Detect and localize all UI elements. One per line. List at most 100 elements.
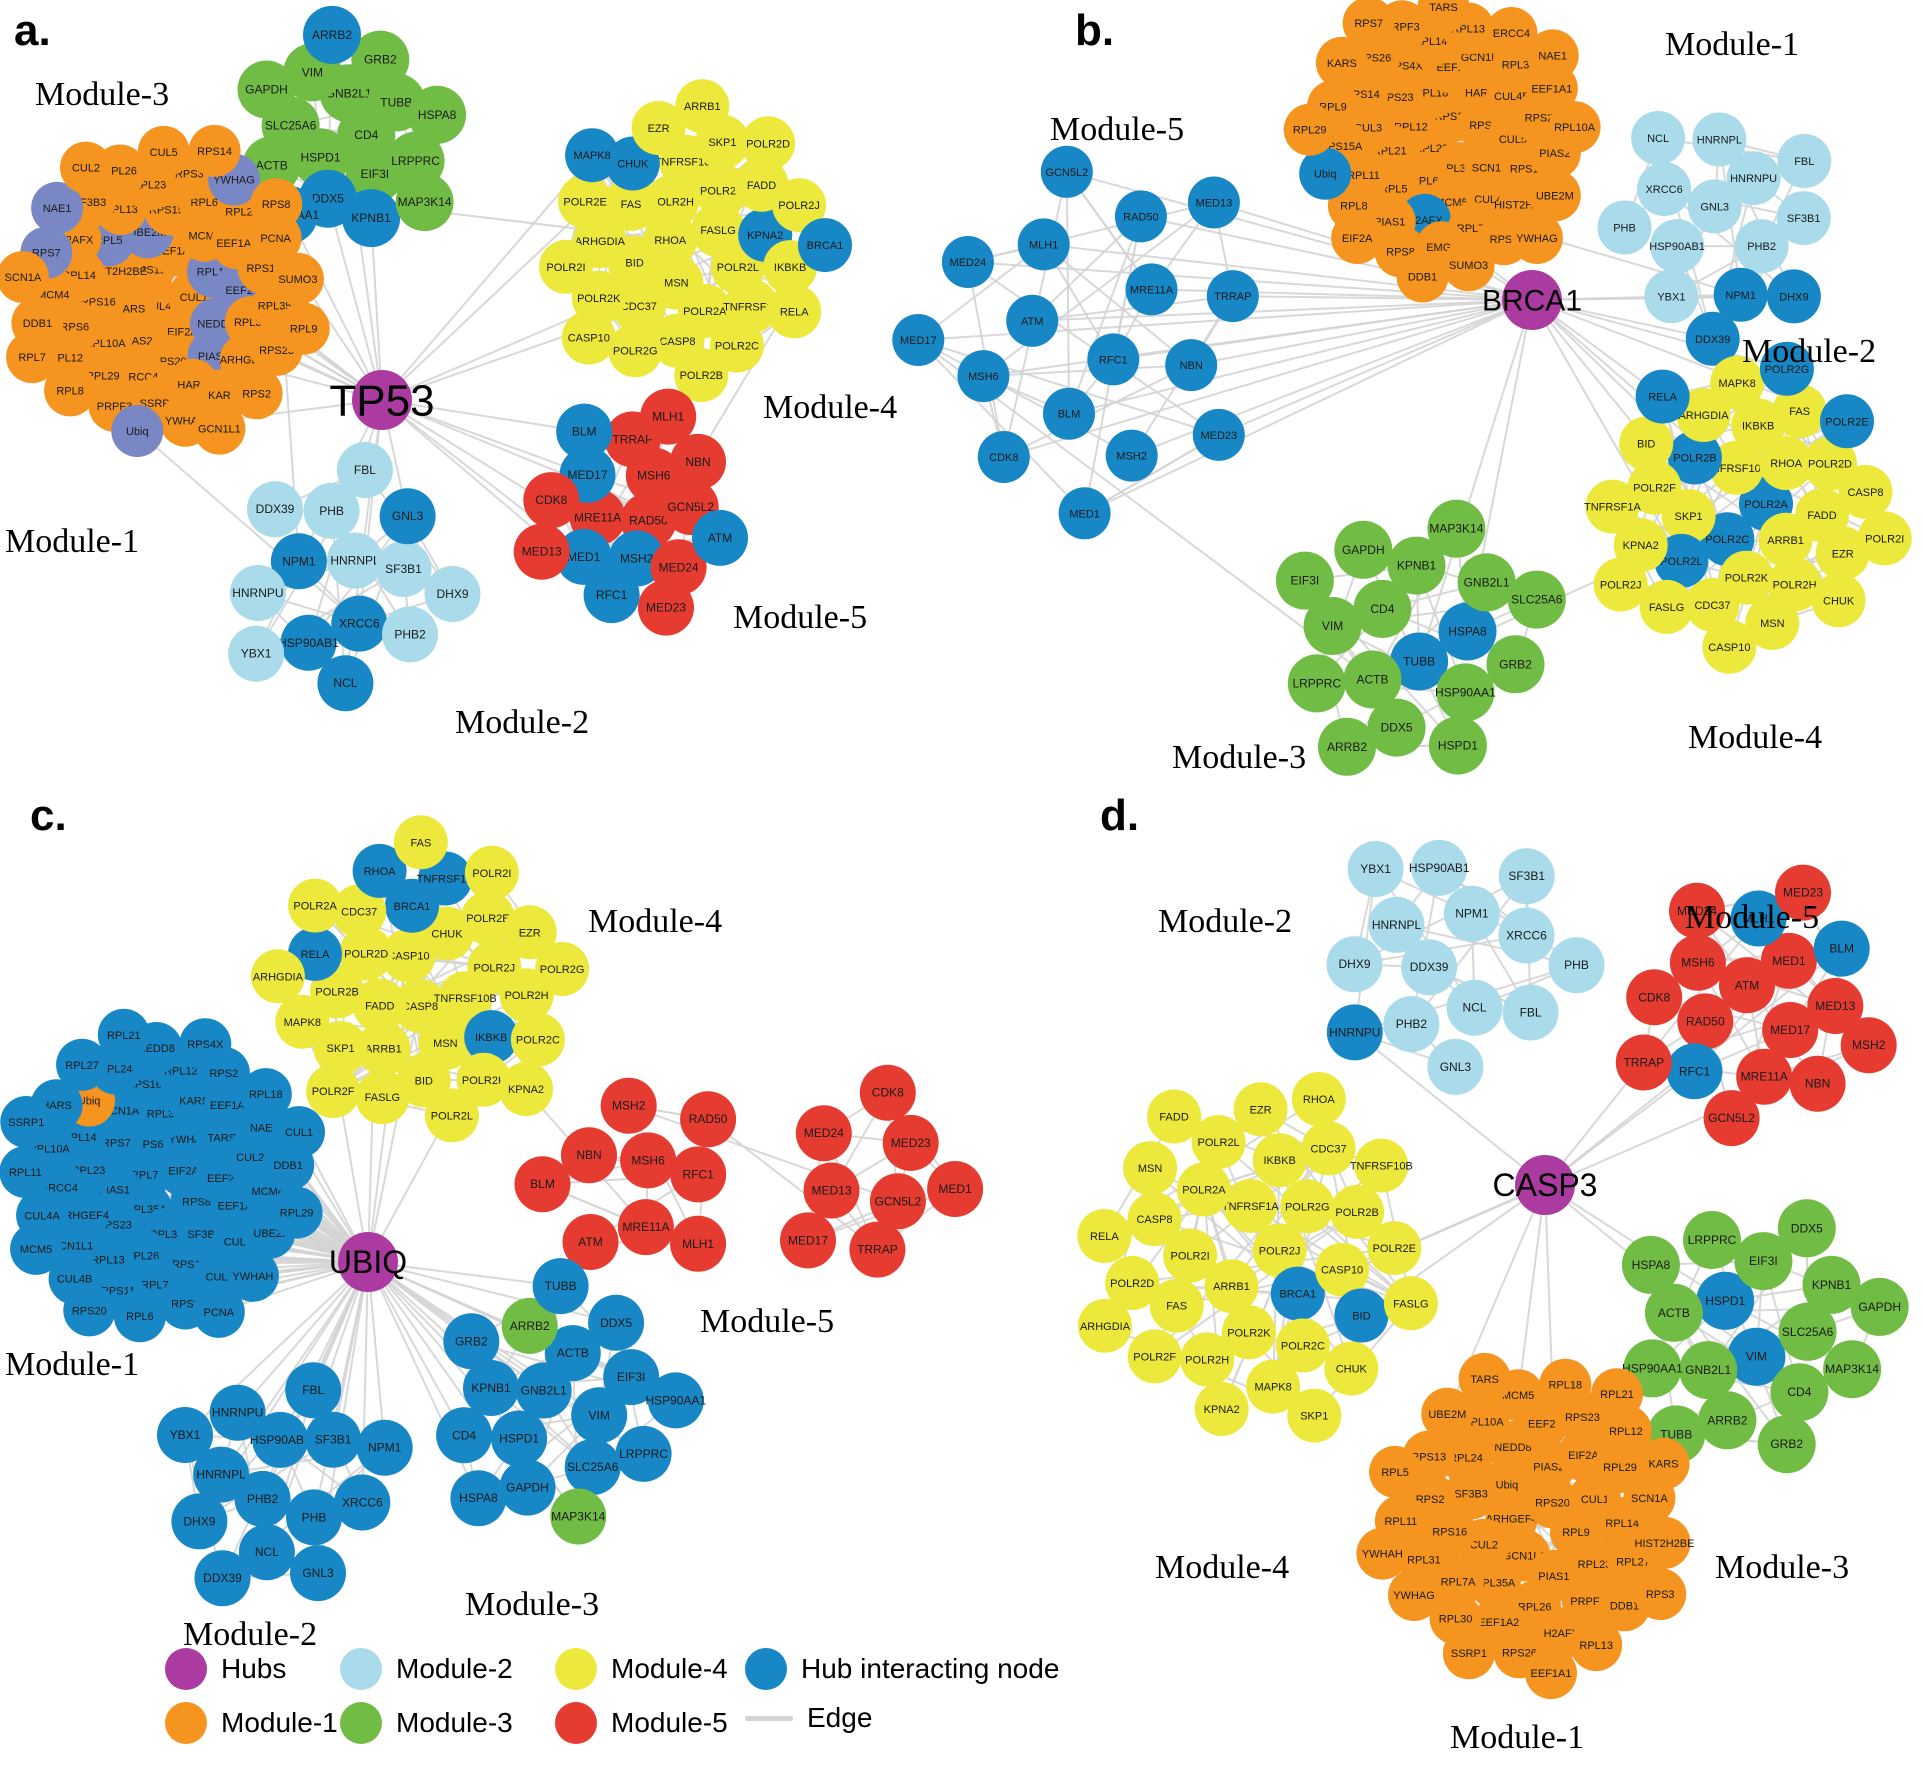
node-MLH1[interactable] [670,1215,727,1272]
node-MED1[interactable] [1058,487,1111,540]
node-PHB2[interactable] [234,1470,291,1527]
node-POLR2L[interactable] [1654,533,1709,588]
node-MED24[interactable] [1669,882,1725,939]
node-MED23[interactable] [1775,864,1831,921]
node-DHX9[interactable] [424,566,481,622]
node-BRCA1[interactable] [1270,1266,1325,1321]
node-POLR2D[interactable] [339,926,394,981]
node-CASP10[interactable] [1702,619,1757,674]
node-POLR2K[interactable] [456,1052,511,1107]
node-RELA[interactable] [767,284,822,339]
node-RPS8[interactable] [250,178,303,231]
node-POLR2F[interactable] [306,1064,361,1119]
node-MSH6[interactable] [957,350,1010,403]
node-FAS[interactable] [604,176,658,231]
node-SF3B1[interactable] [1498,848,1555,905]
node-FADD[interactable] [352,978,407,1033]
node-RPL35A[interactable] [1468,1556,1521,1609]
node-POLR2G[interactable] [1280,1179,1335,1234]
node-MAPK8[interactable] [1710,355,1765,410]
node-HSP90AA1[interactable] [647,1372,704,1429]
node-MAPK8[interactable] [565,128,620,183]
hub-TP53[interactable] [352,370,412,430]
node-SSRP1[interactable] [1442,1627,1495,1680]
node-POLR2G[interactable] [535,942,590,996]
node-HSP90AB1[interactable] [280,614,337,671]
node-CD4[interactable] [1770,1363,1829,1422]
node-MSH2[interactable] [600,1077,657,1134]
node-VIM[interactable] [571,1387,628,1444]
node-POLR2B[interactable] [674,348,729,403]
node-NCL[interactable] [317,655,374,712]
node-MSN[interactable] [1123,1141,1178,1196]
node-POLR2L[interactable] [1191,1115,1246,1170]
node-ERCC4[interactable] [1485,7,1538,59]
node-PHB2[interactable] [1383,996,1440,1053]
node-Ubiq[interactable] [111,405,164,457]
node-POLR2D[interactable] [741,116,796,171]
node-DDX39[interactable] [194,1550,251,1607]
node-KPNB1[interactable] [1387,536,1446,595]
node-IKBKB[interactable] [1252,1133,1307,1188]
node-RAD50[interactable] [1114,190,1167,243]
node-NCL[interactable] [238,1524,295,1581]
node-SF3B1[interactable] [375,541,432,597]
node-GNB2L1[interactable] [1457,553,1516,612]
node-EIF3I[interactable] [603,1349,660,1406]
node-NAE1[interactable] [31,181,84,234]
node-ARRB1[interactable] [1204,1259,1259,1314]
node-ATM[interactable] [1719,957,1775,1014]
node-IKBKB[interactable] [464,1010,519,1065]
node-HIST2H2BE[interactable] [1638,1516,1691,1569]
node-EZR[interactable] [502,905,557,960]
node-VIM[interactable] [1303,597,1362,655]
node-NBN[interactable] [1789,1055,1846,1112]
node-KPNB1[interactable] [342,189,401,248]
node-RPL21[interactable] [1591,1368,1643,1421]
node-FASLG[interactable] [1383,1276,1438,1331]
node-DHX9[interactable] [1326,936,1383,993]
node-SLC25A6[interactable] [564,1439,621,1495]
node-ATM[interactable] [1006,294,1059,347]
node-SKP1[interactable] [1287,1388,1342,1443]
node-CDK8[interactable] [1626,969,1683,1026]
node-EZR[interactable] [1233,1082,1288,1137]
node-POLR2E[interactable] [1820,394,1874,449]
node-CD4[interactable] [1353,579,1412,638]
node-PHB2[interactable] [382,606,438,663]
node-DDX5[interactable] [1367,698,1426,757]
node-YBX1[interactable] [228,625,285,682]
node-LRPPRC[interactable] [615,1425,672,1482]
node-SCN1A[interactable] [0,251,49,303]
node-RHOA[interactable] [352,843,407,898]
node-MSH6[interactable] [620,1132,677,1189]
node-GCN5L2[interactable] [1040,145,1093,198]
node-FBL[interactable] [1777,134,1832,188]
node-ARRB2[interactable] [1698,1391,1757,1450]
node-CDK8[interactable] [523,472,580,529]
node-POLR2L[interactable] [424,1088,479,1143]
node-NPM1[interactable] [1713,267,1768,322]
node-RPL5[interactable] [1369,1445,1422,1498]
node-CHUK[interactable] [1811,573,1866,628]
node-POLR2F[interactable] [1627,460,1682,515]
node-ARHGDIA[interactable] [250,949,305,1004]
node-XRCC6[interactable] [1637,162,1692,217]
node-SLC25A6[interactable] [1778,1302,1837,1361]
node-PHB[interactable] [1597,200,1652,255]
node-NBN[interactable] [670,433,726,490]
hub-BRCA1[interactable] [1502,270,1562,330]
node-GRB2[interactable] [1486,635,1545,694]
node-FASLG[interactable] [355,1070,410,1125]
node-GRB2[interactable] [351,30,410,89]
node-KPNB1[interactable] [1802,1255,1861,1314]
node-BRCA1[interactable] [798,218,852,273]
node-FBL[interactable] [336,442,393,498]
node-BID[interactable] [1334,1288,1389,1343]
node-RELA[interactable] [1077,1209,1132,1263]
node-RPL8[interactable] [44,364,97,417]
node-ATM[interactable] [562,1214,619,1270]
node-CUL5[interactable] [137,125,190,178]
node-DHX9[interactable] [171,1493,228,1550]
node-SLC25A6[interactable] [1507,570,1566,629]
